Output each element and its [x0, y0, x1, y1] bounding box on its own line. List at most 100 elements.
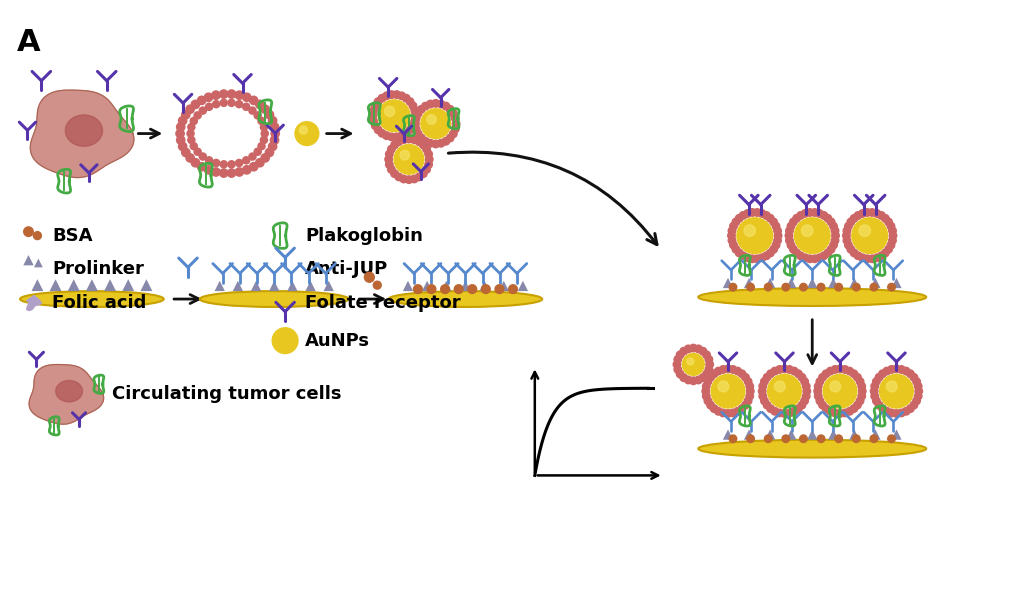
Polygon shape	[86, 279, 98, 291]
Circle shape	[875, 373, 883, 381]
Polygon shape	[324, 281, 334, 291]
Circle shape	[828, 218, 835, 226]
Polygon shape	[828, 278, 838, 288]
Polygon shape	[32, 279, 43, 291]
Circle shape	[903, 367, 910, 375]
Circle shape	[204, 166, 213, 174]
Circle shape	[391, 141, 398, 149]
Circle shape	[898, 409, 905, 416]
Circle shape	[409, 102, 417, 110]
Circle shape	[770, 218, 777, 226]
Circle shape	[711, 375, 745, 408]
Circle shape	[508, 285, 518, 294]
Circle shape	[369, 112, 377, 120]
Circle shape	[711, 370, 718, 378]
Circle shape	[680, 347, 687, 355]
Circle shape	[432, 140, 440, 148]
Circle shape	[749, 209, 756, 216]
Circle shape	[744, 209, 752, 217]
Circle shape	[249, 107, 256, 114]
Circle shape	[913, 397, 920, 405]
Polygon shape	[27, 296, 41, 311]
Circle shape	[422, 103, 429, 110]
Circle shape	[441, 285, 450, 294]
Circle shape	[677, 370, 684, 378]
Circle shape	[782, 283, 790, 291]
Circle shape	[828, 246, 835, 253]
Circle shape	[452, 120, 460, 127]
Circle shape	[205, 103, 213, 110]
Circle shape	[674, 361, 681, 368]
Circle shape	[827, 367, 834, 375]
Circle shape	[850, 214, 858, 222]
Circle shape	[758, 387, 766, 395]
Circle shape	[790, 246, 797, 253]
Circle shape	[438, 140, 445, 147]
Circle shape	[718, 381, 729, 392]
Circle shape	[702, 370, 711, 378]
Circle shape	[797, 212, 804, 219]
Circle shape	[235, 91, 243, 100]
Circle shape	[261, 105, 269, 114]
Circle shape	[781, 410, 789, 417]
Circle shape	[870, 435, 878, 443]
Circle shape	[841, 409, 848, 416]
Circle shape	[887, 365, 896, 373]
Circle shape	[411, 136, 418, 143]
Text: Anti-JUP: Anti-JUP	[305, 260, 388, 279]
Circle shape	[370, 117, 377, 124]
Circle shape	[412, 125, 420, 133]
Circle shape	[791, 367, 798, 375]
Circle shape	[885, 218, 892, 226]
Circle shape	[694, 376, 702, 384]
Circle shape	[177, 123, 185, 131]
Circle shape	[873, 397, 880, 405]
Polygon shape	[233, 281, 243, 291]
Circle shape	[883, 407, 890, 415]
Circle shape	[685, 345, 692, 353]
Circle shape	[190, 117, 197, 124]
Circle shape	[432, 100, 440, 107]
Ellipse shape	[21, 291, 163, 307]
Circle shape	[758, 209, 766, 217]
Polygon shape	[403, 281, 413, 291]
Circle shape	[685, 376, 692, 384]
Circle shape	[754, 255, 761, 263]
Circle shape	[801, 225, 813, 236]
Circle shape	[887, 222, 895, 230]
Circle shape	[817, 435, 825, 443]
Circle shape	[873, 378, 880, 385]
Circle shape	[888, 237, 897, 244]
Circle shape	[746, 392, 754, 400]
Circle shape	[388, 91, 395, 98]
Circle shape	[34, 232, 41, 240]
Circle shape	[815, 254, 824, 262]
Circle shape	[258, 143, 265, 150]
Circle shape	[228, 161, 235, 168]
Circle shape	[258, 117, 265, 124]
Circle shape	[795, 370, 802, 378]
Circle shape	[737, 218, 772, 254]
Circle shape	[735, 214, 743, 222]
Circle shape	[767, 370, 774, 378]
Circle shape	[190, 143, 197, 150]
Circle shape	[853, 373, 862, 381]
Circle shape	[814, 392, 822, 400]
Circle shape	[227, 169, 236, 177]
Circle shape	[782, 435, 790, 443]
Circle shape	[268, 142, 277, 151]
Circle shape	[715, 407, 722, 415]
Circle shape	[261, 137, 267, 144]
Polygon shape	[305, 281, 315, 291]
Polygon shape	[518, 281, 528, 291]
Circle shape	[823, 375, 857, 408]
Circle shape	[711, 405, 718, 412]
Circle shape	[373, 281, 381, 289]
Circle shape	[835, 435, 842, 443]
Circle shape	[886, 381, 898, 392]
Circle shape	[857, 378, 864, 385]
Circle shape	[687, 358, 694, 365]
Circle shape	[864, 255, 871, 263]
Circle shape	[265, 148, 273, 157]
Circle shape	[242, 157, 250, 164]
